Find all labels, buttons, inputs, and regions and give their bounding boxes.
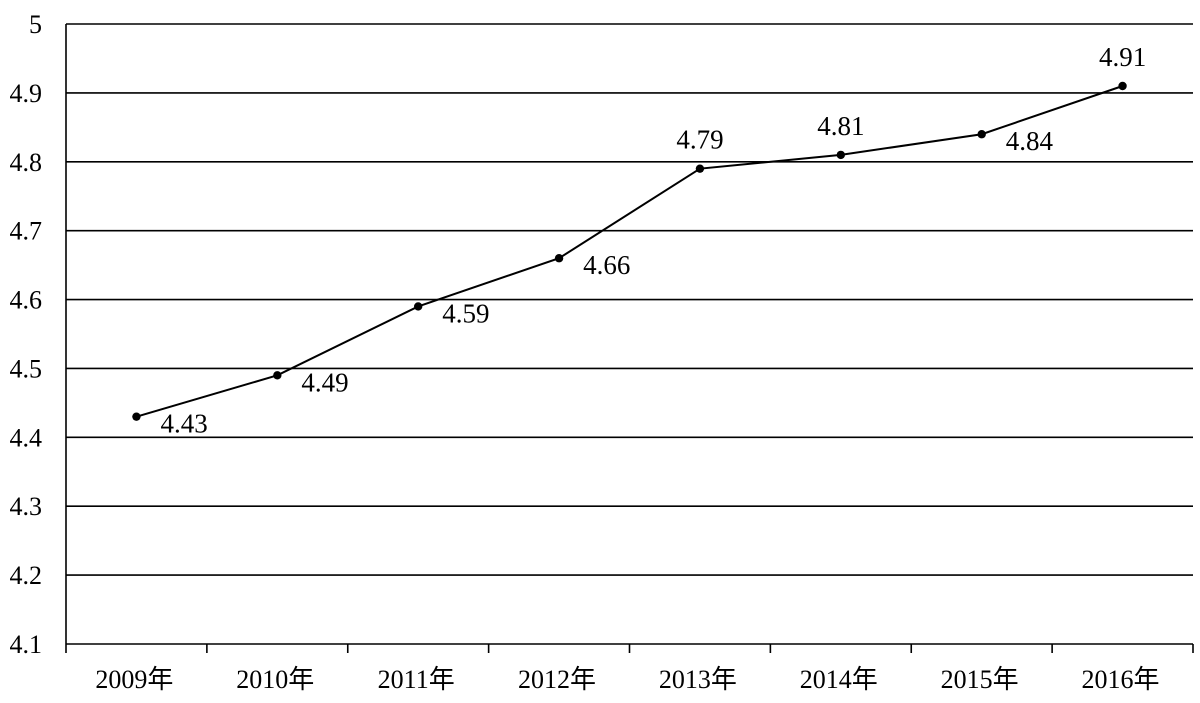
x-tick-label: 2010年	[236, 665, 314, 694]
x-tick-label: 2014年	[800, 665, 878, 694]
y-tick-label: 4.7	[10, 217, 43, 246]
x-tick-label: 2011年	[378, 665, 455, 694]
y-tick-label: 4.4	[10, 423, 43, 452]
y-tick-labels: 4.1 4.2 4.3 4.4 4.5 4.6 4.7 4.8 4.9 5	[10, 10, 43, 659]
data-point	[273, 371, 282, 380]
y-tick-label: 4.2	[10, 561, 43, 590]
x-tick-label: 2016年	[1082, 665, 1160, 694]
x-tick-labels: 2009年 2010年 2011年 2012年 2013年 2014年 2015年 2016年	[95, 665, 1159, 694]
y-tick-label: 4.1	[10, 630, 43, 659]
data-point	[836, 150, 846, 160]
y-tick-label: 5	[29, 10, 42, 39]
x-tick-label: 2015年	[941, 665, 1019, 694]
y-tick-label: 4.5	[10, 354, 43, 383]
data-point	[413, 302, 423, 311]
axes	[65, 24, 1194, 653]
data-label: 4.81	[817, 111, 864, 141]
y-tick-label: 4.9	[10, 79, 43, 108]
data-point	[695, 164, 705, 173]
data-label: 4.59	[442, 298, 489, 328]
data-label: 4.79	[676, 125, 723, 155]
x-tick-label: 2013年	[659, 665, 737, 694]
data-label: 4.49	[301, 367, 348, 397]
data-point	[132, 412, 141, 421]
data-point	[1118, 81, 1127, 91]
data-point	[554, 254, 564, 263]
y-tick-label: 4.6	[10, 286, 43, 315]
data-label: 4.84	[1006, 126, 1054, 156]
y-tick-label: 4.3	[10, 492, 43, 521]
data-point	[977, 130, 986, 139]
grid-lines	[66, 23, 1193, 576]
y-tick-label: 4.8	[10, 148, 43, 177]
data-labels: 4.43 4.49 4.59 4.66 4.79 4.81 4.84 4.91	[160, 42, 1146, 439]
data-label: 4.91	[1099, 42, 1146, 72]
x-tick-label: 2009年	[95, 665, 173, 694]
data-label: 4.43	[160, 409, 207, 439]
x-tick-label: 2012年	[518, 665, 596, 694]
data-label: 4.66	[583, 250, 630, 280]
series-line	[136, 85, 1123, 418]
series	[132, 81, 1127, 421]
